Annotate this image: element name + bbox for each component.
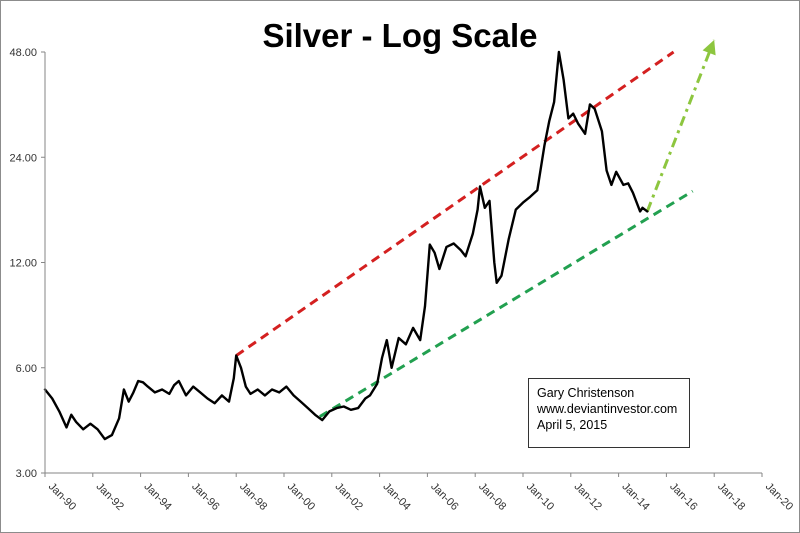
x-tick-label: Jan-02 <box>333 481 365 513</box>
trendline-lower-channel <box>319 189 694 418</box>
x-tick-label: Jan-04 <box>380 481 412 513</box>
y-tick-label: 3.00 <box>16 468 37 480</box>
x-tick-label: Jan-96 <box>189 481 221 513</box>
x-tick-label: Jan-06 <box>428 481 460 513</box>
x-tick-label: Jan-90 <box>46 481 78 513</box>
annotation-date: April 5, 2015 <box>537 418 608 432</box>
annotation-author: Gary Christenson <box>537 386 635 400</box>
x-tick-label: Jan-94 <box>141 481 173 513</box>
x-tick-label: Jan-12 <box>572 481 604 513</box>
x-tick-label: Jan-92 <box>94 481 126 513</box>
x-tick-label: Jan-20 <box>763 481 795 513</box>
chart-title: Silver - Log Scale <box>262 17 537 54</box>
trendline-upper-channel <box>235 50 675 357</box>
x-tick-label: Jan-00 <box>285 481 317 513</box>
projection-arrowhead <box>702 39 716 56</box>
trendlines <box>235 39 716 418</box>
x-tick-label: Jan-16 <box>667 481 699 513</box>
x-tick-label: Jan-10 <box>524 481 556 513</box>
series-line-silver <box>43 50 649 441</box>
axes <box>44 52 762 474</box>
series-layer <box>43 50 649 441</box>
annotation-box: Gary Christenson www.deviantinvestor.com… <box>528 378 690 448</box>
y-tick-label: 12.00 <box>9 258 37 270</box>
y-tick-label: 48.00 <box>9 47 37 59</box>
y-tick-label: 24.00 <box>9 152 37 164</box>
x-tick-label: Jan-08 <box>476 481 508 513</box>
x-tick-label: Jan-18 <box>715 481 747 513</box>
trendline-projection <box>645 39 716 212</box>
y-tick-label: 6.00 <box>16 363 37 375</box>
annotation-website: www.deviantinvestor.com <box>537 402 678 416</box>
x-tick-label: Jan-14 <box>619 481 651 513</box>
x-tick-label: Jan-98 <box>237 481 269 513</box>
